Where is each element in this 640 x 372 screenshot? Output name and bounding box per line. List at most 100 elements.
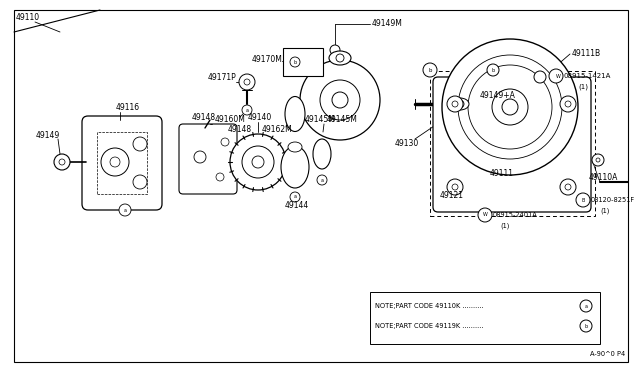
Circle shape <box>580 300 592 312</box>
Circle shape <box>252 156 264 168</box>
Text: 49162M: 49162M <box>262 125 292 134</box>
Text: 49116: 49116 <box>116 103 140 112</box>
Text: a: a <box>246 108 248 112</box>
Text: NOTE;PART CODE 49110K ..........: NOTE;PART CODE 49110K .......... <box>375 303 484 309</box>
Circle shape <box>592 154 604 166</box>
Bar <box>97 132 147 194</box>
FancyBboxPatch shape <box>179 124 237 194</box>
Circle shape <box>452 101 458 107</box>
Text: b: b <box>293 60 296 64</box>
Circle shape <box>290 57 300 67</box>
Text: a: a <box>584 304 588 308</box>
Text: 49121: 49121 <box>440 192 464 201</box>
Circle shape <box>458 55 562 159</box>
Text: 49111: 49111 <box>490 170 514 179</box>
FancyBboxPatch shape <box>82 116 162 210</box>
Circle shape <box>244 79 250 85</box>
Text: b: b <box>584 324 588 328</box>
Circle shape <box>487 64 499 76</box>
Circle shape <box>59 159 65 165</box>
Circle shape <box>320 80 360 120</box>
Circle shape <box>596 158 600 162</box>
Text: 49145M: 49145M <box>327 115 358 125</box>
Circle shape <box>133 175 147 189</box>
Text: 49110: 49110 <box>16 13 40 22</box>
Circle shape <box>492 89 528 125</box>
Text: b: b <box>428 67 432 73</box>
Text: 49149M: 49149M <box>372 19 403 29</box>
Ellipse shape <box>281 146 309 188</box>
Bar <box>370 292 600 344</box>
Text: 49171P: 49171P <box>208 73 237 81</box>
FancyBboxPatch shape <box>433 77 591 212</box>
Text: (1): (1) <box>600 208 609 214</box>
Text: 08915-1421A: 08915-1421A <box>564 73 611 79</box>
Circle shape <box>336 54 344 62</box>
Text: b: b <box>492 67 495 73</box>
Circle shape <box>242 105 252 115</box>
Circle shape <box>54 154 70 170</box>
Circle shape <box>580 320 592 332</box>
Text: 49111B: 49111B <box>572 49 601 58</box>
Circle shape <box>423 63 437 77</box>
Text: a: a <box>294 195 296 199</box>
Circle shape <box>447 96 463 112</box>
Text: a: a <box>124 208 127 212</box>
Text: NOTE;PART CODE 49119K ..........: NOTE;PART CODE 49119K .......... <box>375 323 483 329</box>
Circle shape <box>216 173 224 181</box>
Circle shape <box>242 146 274 178</box>
Ellipse shape <box>313 139 331 169</box>
Circle shape <box>565 184 571 190</box>
Text: 49110A: 49110A <box>589 173 618 182</box>
Circle shape <box>468 65 552 149</box>
Circle shape <box>442 39 578 175</box>
Text: W: W <box>483 212 488 218</box>
Circle shape <box>447 179 463 195</box>
Circle shape <box>133 137 147 151</box>
Text: 49145M: 49145M <box>305 115 336 125</box>
Circle shape <box>101 148 129 176</box>
Circle shape <box>119 204 131 216</box>
Circle shape <box>221 138 229 146</box>
Text: B: B <box>581 198 585 202</box>
Polygon shape <box>14 10 628 362</box>
Text: 49148: 49148 <box>192 113 216 122</box>
Text: 49160M: 49160M <box>215 115 246 125</box>
Circle shape <box>239 74 255 90</box>
Circle shape <box>565 101 571 107</box>
Circle shape <box>317 175 327 185</box>
Text: 08120-8251F: 08120-8251F <box>591 197 635 203</box>
Text: 49140: 49140 <box>248 113 272 122</box>
Text: 49149+A: 49149+A <box>480 92 516 100</box>
Circle shape <box>502 99 518 115</box>
Circle shape <box>549 69 563 83</box>
Text: (1): (1) <box>578 84 588 90</box>
Text: 49130: 49130 <box>395 140 419 148</box>
Ellipse shape <box>451 98 469 110</box>
Circle shape <box>452 184 458 190</box>
Ellipse shape <box>300 60 380 140</box>
Bar <box>430 71 595 216</box>
Text: 08915-2401A: 08915-2401A <box>493 212 538 218</box>
Ellipse shape <box>329 51 351 65</box>
Circle shape <box>534 71 546 83</box>
Circle shape <box>560 96 576 112</box>
Bar <box>283 48 323 76</box>
Text: W: W <box>556 74 561 78</box>
Circle shape <box>456 100 464 108</box>
Text: 49170M: 49170M <box>252 55 283 64</box>
Ellipse shape <box>285 96 305 131</box>
Circle shape <box>478 208 492 222</box>
Text: A-90^0 P4: A-90^0 P4 <box>590 351 625 357</box>
Text: (1): (1) <box>500 223 509 229</box>
Text: 49148: 49148 <box>228 125 252 135</box>
Text: a: a <box>321 177 323 183</box>
Circle shape <box>194 151 206 163</box>
Circle shape <box>330 45 340 55</box>
Circle shape <box>332 92 348 108</box>
Circle shape <box>290 192 300 202</box>
Circle shape <box>576 193 590 207</box>
Ellipse shape <box>288 142 302 152</box>
Text: 49149: 49149 <box>36 131 60 140</box>
Circle shape <box>560 179 576 195</box>
